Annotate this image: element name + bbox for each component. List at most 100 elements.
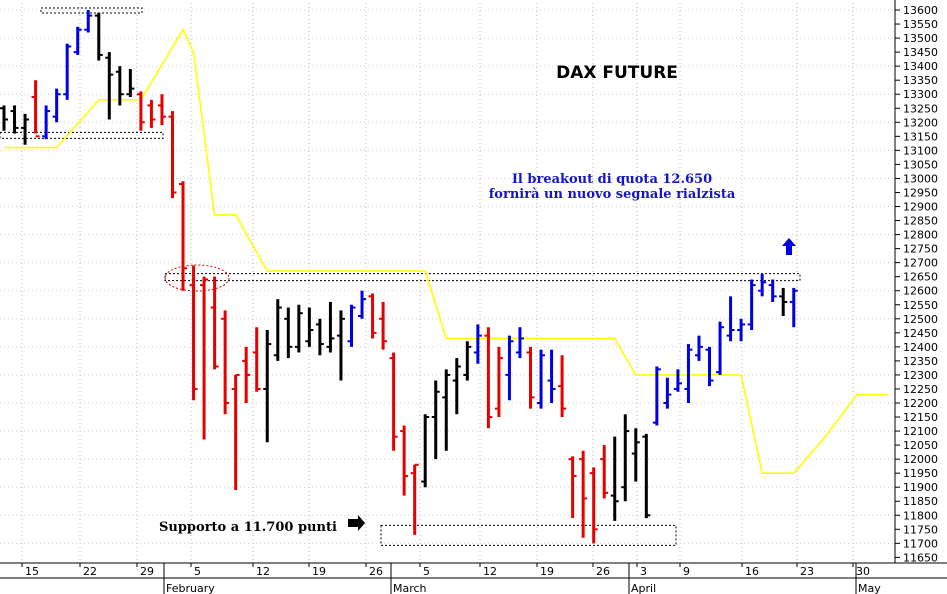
resistance-band bbox=[164, 273, 801, 282]
x-tick-label: 29 bbox=[140, 565, 154, 578]
y-tick-label: 13200 bbox=[903, 116, 938, 129]
price-bar bbox=[31, 80, 40, 138]
y-tick-label: 12200 bbox=[903, 397, 938, 410]
x-tick-label: 15 bbox=[25, 565, 39, 578]
x-tick-label: 26 bbox=[596, 565, 610, 578]
price-bar bbox=[315, 318, 324, 356]
y-tick-label: 12500 bbox=[903, 313, 938, 326]
x-tick-label: 19 bbox=[312, 565, 326, 578]
price-bar bbox=[568, 456, 577, 519]
price-bar bbox=[189, 265, 198, 401]
y-tick-label: 11950 bbox=[903, 467, 938, 480]
price-bar bbox=[505, 335, 514, 401]
y-tick-label: 13600 bbox=[903, 4, 938, 17]
price-bar bbox=[779, 287, 788, 316]
x-tick-label: 23 bbox=[800, 565, 814, 578]
x-tick-label: 12 bbox=[483, 565, 497, 578]
price-bar bbox=[21, 113, 30, 145]
price-bar bbox=[663, 377, 672, 409]
price-bar bbox=[747, 279, 756, 331]
price-bar bbox=[694, 335, 703, 361]
y-tick-label: 13300 bbox=[903, 88, 938, 101]
y-tick-label: 13100 bbox=[903, 144, 938, 157]
y-tick-label: 13150 bbox=[903, 130, 938, 143]
price-bar bbox=[768, 279, 777, 302]
x-tick-label: 9 bbox=[683, 565, 690, 578]
price-bar bbox=[379, 301, 388, 350]
y-tick-label: 12400 bbox=[903, 341, 938, 354]
breakdown-ellipse bbox=[164, 264, 230, 292]
price-bar bbox=[105, 52, 114, 120]
y-tick-label: 11850 bbox=[903, 495, 938, 508]
grid bbox=[0, 3, 895, 563]
price-bar bbox=[273, 299, 282, 361]
price-bar bbox=[73, 26, 82, 55]
price-bar bbox=[600, 445, 609, 499]
price-bar bbox=[168, 111, 177, 199]
chart-title: DAX FUTURE bbox=[556, 63, 678, 83]
y-tick-label: 13400 bbox=[903, 60, 938, 73]
price-bar bbox=[716, 321, 725, 375]
y-tick-label: 12800 bbox=[903, 229, 938, 242]
support-note: Supporto a 11.700 punti bbox=[159, 520, 337, 535]
price-bar bbox=[157, 94, 166, 126]
price-bar bbox=[147, 99, 156, 128]
price-bar bbox=[726, 296, 735, 342]
price-bar bbox=[642, 433, 651, 519]
y-tick-label: 11900 bbox=[903, 481, 938, 494]
y-tick-label: 12150 bbox=[903, 411, 938, 424]
y-tick-label: 13500 bbox=[903, 32, 938, 45]
price-bar bbox=[610, 436, 619, 521]
price-bar bbox=[52, 88, 61, 123]
y-tick-label: 12850 bbox=[903, 215, 938, 228]
price-bar bbox=[389, 352, 398, 451]
price-bar bbox=[10, 105, 19, 134]
price-bar bbox=[452, 358, 461, 415]
price-bar bbox=[252, 327, 261, 392]
y-tick-label: 12100 bbox=[903, 425, 938, 438]
price-bar bbox=[558, 355, 567, 418]
price-bars bbox=[0, 10, 798, 544]
price-bar bbox=[737, 318, 746, 342]
y-tick-label: 13450 bbox=[903, 46, 938, 59]
price-bar bbox=[526, 346, 535, 409]
y-tick-label: 12050 bbox=[903, 439, 938, 452]
price-bar bbox=[673, 369, 682, 392]
y-tick-label: 12750 bbox=[903, 243, 938, 256]
y-tick-label: 13250 bbox=[903, 102, 938, 115]
y-tick-label: 13550 bbox=[903, 18, 938, 31]
price-bar bbox=[84, 10, 93, 33]
month-label: March bbox=[393, 582, 427, 594]
x-tick-label: 5 bbox=[423, 565, 430, 578]
price-bar bbox=[210, 276, 219, 370]
price-bar bbox=[284, 307, 293, 359]
y-tick-label: 11750 bbox=[903, 523, 938, 536]
price-bar bbox=[126, 68, 135, 98]
price-bar bbox=[221, 310, 230, 415]
price-bar bbox=[94, 12, 103, 61]
y-tick-label: 12550 bbox=[903, 299, 938, 312]
price-bar bbox=[179, 181, 188, 291]
x-tick-label: 16 bbox=[745, 565, 759, 578]
y-tick-label: 11800 bbox=[903, 509, 938, 522]
arrow-up-icon bbox=[782, 238, 796, 255]
price-bar bbox=[494, 346, 503, 418]
y-tick-label: 12300 bbox=[903, 369, 938, 382]
price-bar bbox=[473, 324, 482, 364]
price-bar bbox=[705, 346, 714, 387]
price-bar bbox=[789, 287, 798, 328]
y-tick-label: 13000 bbox=[903, 172, 938, 185]
y-tick-label: 12000 bbox=[903, 453, 938, 466]
left-box bbox=[0, 131, 164, 139]
price-bar bbox=[621, 414, 630, 502]
x-tick-label: 12 bbox=[256, 565, 270, 578]
price-bar bbox=[547, 349, 556, 403]
breakout-note-line1: Il breakout di quota 12.650 bbox=[512, 172, 712, 187]
price-bar bbox=[368, 293, 377, 339]
price-bar bbox=[242, 346, 251, 403]
price-bar bbox=[631, 428, 640, 482]
price-bar bbox=[589, 467, 598, 544]
y-tick-label: 12700 bbox=[903, 257, 938, 270]
